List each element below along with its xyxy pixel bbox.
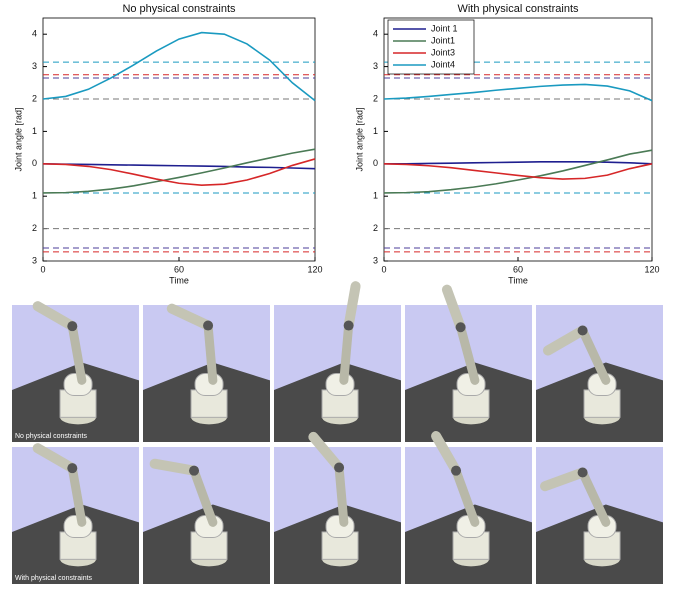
upper-arm xyxy=(32,301,78,332)
y-tick-label: 3 xyxy=(32,255,37,265)
y-tick-label: 2 xyxy=(373,93,378,103)
lower-arm xyxy=(578,468,611,527)
render-panel xyxy=(143,447,270,584)
row-label: With physical constraints xyxy=(15,575,93,582)
upper-arm xyxy=(343,281,361,331)
upper-arm xyxy=(32,443,78,474)
lower-arm xyxy=(203,321,218,385)
lower-arm xyxy=(451,466,480,527)
elbow xyxy=(67,321,78,332)
elbow xyxy=(67,463,78,474)
render-panel xyxy=(536,447,663,584)
elbow xyxy=(455,322,466,333)
x-tick-label: 60 xyxy=(513,264,523,274)
upper-arm xyxy=(166,303,214,331)
render-panel: With physical constraints xyxy=(12,443,139,584)
y-tick-label: 2 xyxy=(32,93,37,103)
lower-arm xyxy=(456,322,480,385)
upper-arm xyxy=(431,431,462,476)
x-tick-label: 60 xyxy=(174,264,184,274)
render-panel: No physical constraints xyxy=(12,301,139,442)
x-tick-label: 0 xyxy=(381,264,386,274)
render-panel xyxy=(274,281,401,442)
x-tick-label: 120 xyxy=(307,264,322,274)
y-tick-label: 3 xyxy=(32,61,37,71)
y-tick-label: 0 xyxy=(32,158,37,168)
y-tick-label: 1 xyxy=(32,126,37,136)
chart-title: No physical constraints xyxy=(122,3,236,15)
upper-arm xyxy=(540,467,588,492)
pedestal xyxy=(321,389,359,418)
x-axis-label: Time xyxy=(169,275,189,285)
render-panel xyxy=(536,305,663,442)
lower-arm xyxy=(67,321,87,385)
chart-title: With physical constraints xyxy=(457,3,579,15)
plot-frame xyxy=(42,17,316,262)
row-label: No physical constraints xyxy=(15,433,87,440)
x-tick-label: 120 xyxy=(644,264,659,274)
render-panel xyxy=(405,284,532,442)
y-axis-label: Joint angle [rad] xyxy=(354,107,364,171)
legend-label: Joint3 xyxy=(431,47,455,57)
series-line xyxy=(383,163,653,180)
lower-arm xyxy=(578,326,611,385)
y-tick-label: 4 xyxy=(32,29,37,39)
upper-arm xyxy=(542,325,588,356)
pedestal xyxy=(59,531,97,560)
elbow xyxy=(189,465,200,476)
render-panel xyxy=(405,431,532,584)
series-line xyxy=(42,31,316,102)
lower-arm xyxy=(189,466,218,527)
series-line xyxy=(42,158,316,186)
series-line xyxy=(383,83,653,102)
elbow xyxy=(343,320,354,331)
legend-label: Joint4 xyxy=(431,59,455,69)
series-line xyxy=(42,163,316,170)
y-tick-label: 1 xyxy=(373,126,378,136)
y-tick-label: 2 xyxy=(373,223,378,233)
y-tick-label: 1 xyxy=(373,191,378,201)
upper-arm xyxy=(441,284,466,333)
legend-label: Joint1 xyxy=(431,35,455,45)
y-tick-label: 4 xyxy=(373,29,378,39)
y-tick-label: 0 xyxy=(373,158,378,168)
elbow xyxy=(334,462,345,473)
elbow xyxy=(577,467,588,478)
y-tick-label: 3 xyxy=(373,61,378,71)
upper-arm xyxy=(308,431,345,473)
series-line xyxy=(384,161,653,165)
x-axis-label: Time xyxy=(508,275,528,285)
series-line xyxy=(42,148,316,194)
y-axis-label: Joint angle [rad] xyxy=(13,107,23,171)
elbow xyxy=(451,465,462,476)
x-tick-label: 0 xyxy=(40,264,45,274)
y-tick-label: 1 xyxy=(32,191,37,201)
render-panel xyxy=(143,303,270,442)
elbow xyxy=(203,320,214,331)
lower-arm xyxy=(339,321,354,385)
lower-arm xyxy=(67,463,87,527)
elbow xyxy=(577,325,588,336)
legend-label: Joint 1 xyxy=(431,23,458,33)
y-tick-label: 3 xyxy=(373,255,378,265)
y-tick-label: 2 xyxy=(32,223,37,233)
series-line xyxy=(383,149,653,194)
upper-arm xyxy=(149,458,200,476)
render-panel xyxy=(274,431,401,584)
lower-arm xyxy=(334,463,349,527)
